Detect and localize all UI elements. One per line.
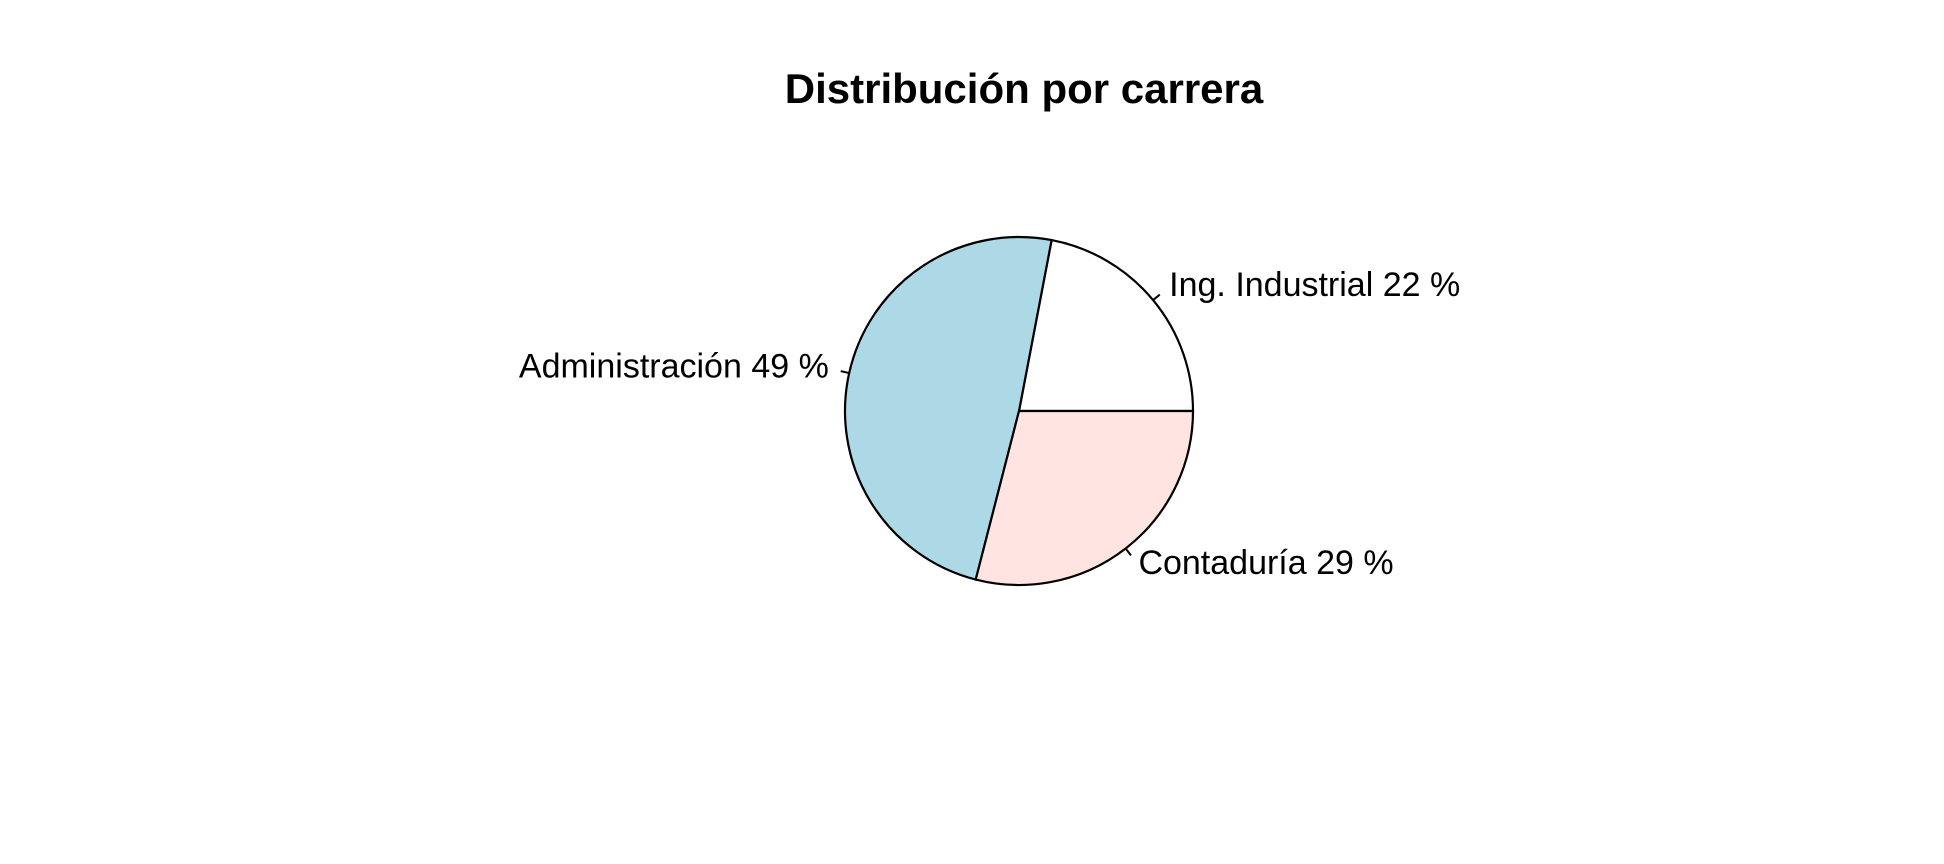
label-line-0 — [1152, 293, 1161, 301]
slice-label-lines — [840, 293, 1161, 556]
slice-label-2: Contaduría 29 % — [1138, 544, 1393, 582]
label-line-2 — [1124, 547, 1132, 556]
label-line-1 — [840, 370, 850, 375]
pie-slice-2 — [974, 409, 1195, 587]
slice-labels: Ing. Industrial 22 % Administración 49 % C… — [519, 266, 1460, 582]
pie-slice-0 — [1017, 238, 1195, 413]
chart-title: Distribución por carrera — [785, 65, 1264, 112]
pie-slice-1 — [843, 235, 1053, 581]
slice-label-1: Administración 49 % — [519, 347, 829, 385]
pie-slices — [843, 235, 1195, 587]
slice-label-0: Ing. Industrial 22 % — [1169, 266, 1460, 304]
